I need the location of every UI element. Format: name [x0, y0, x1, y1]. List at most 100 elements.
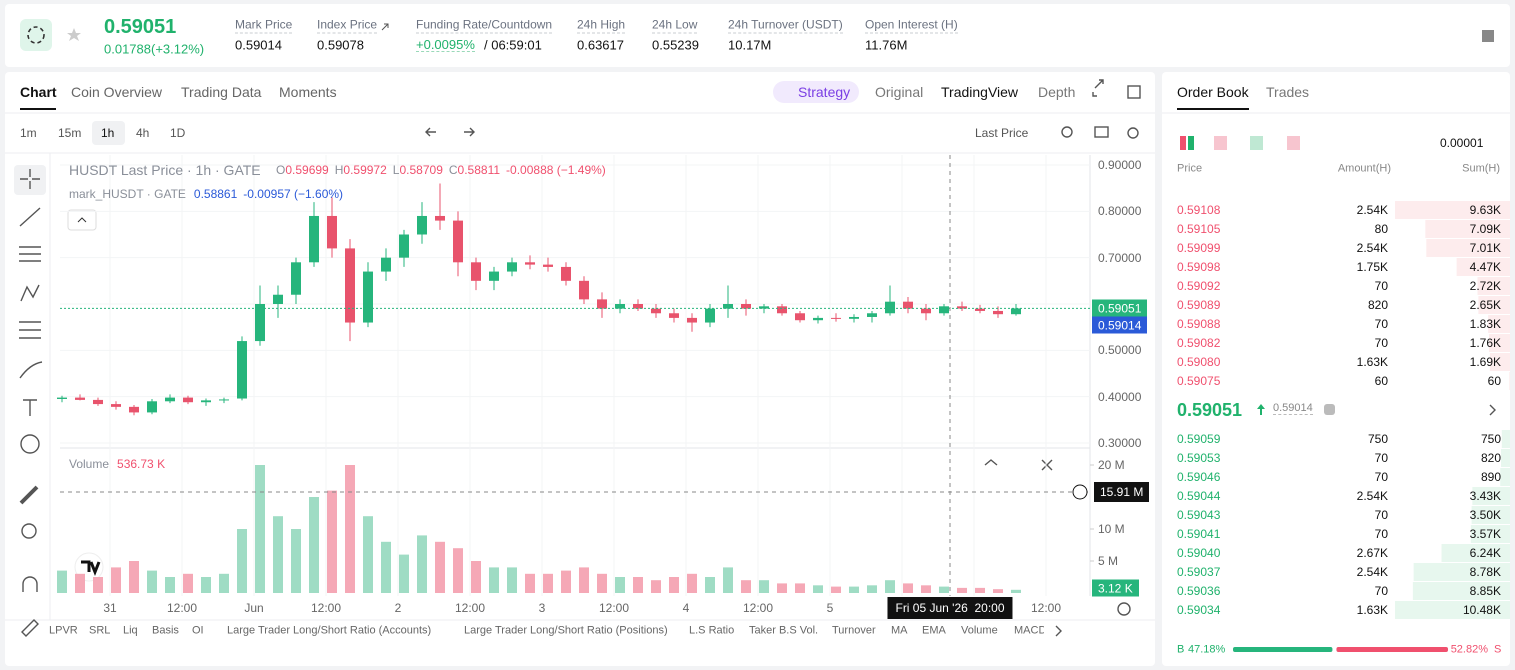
tab[interactable]: Coin Overview [71, 84, 163, 100]
view-tab[interactable]: TradingView [941, 84, 1019, 100]
candle-body [165, 397, 175, 402]
book-price[interactable]: 0.59108 [1177, 203, 1221, 217]
sell-ratio: 52.82% [1450, 643, 1488, 656]
book-price[interactable]: 0.59082 [1177, 336, 1221, 350]
pattern-tool[interactable] [20, 284, 40, 302]
indicator-button[interactable]: Turnover [832, 624, 876, 637]
indicator-button[interactable]: Large Trader Long/Short Ratio (Positions… [464, 624, 668, 637]
book-price[interactable]: 0.59040 [1177, 546, 1221, 560]
pane-buttons[interactable] [984, 459, 1053, 471]
favorite-star[interactable] [67, 28, 81, 41]
ohlc-value: 0.59699 [285, 163, 329, 177]
indicator-button[interactable]: EMA [922, 624, 946, 637]
view-icon[interactable] [1188, 136, 1194, 150]
candle-body [507, 262, 517, 272]
indicator-button[interactable]: L.S Ratio [689, 624, 735, 637]
lines-tool[interactable] [19, 246, 41, 262]
indicator-button[interactable]: SRL [89, 624, 111, 637]
search-icon[interactable] [1061, 126, 1073, 138]
candle-body [957, 306, 967, 309]
scroll-right[interactable] [1055, 625, 1062, 637]
indicator-button[interactable]: MACD [1014, 625, 1044, 637]
expand-icon[interactable] [1092, 79, 1104, 97]
book-price[interactable]: 0.59080 [1177, 355, 1221, 369]
indicator-button[interactable]: Liq [123, 624, 138, 637]
camera-icon[interactable] [1094, 126, 1109, 138]
collapse-button[interactable] [67, 209, 97, 231]
tab[interactable]: Chart [20, 84, 57, 100]
depth-bar [1489, 353, 1510, 371]
precision-select[interactable]: 0.00001 [1440, 136, 1484, 150]
volume-bar [885, 580, 895, 593]
indicator-button[interactable]: MA [891, 624, 908, 637]
book-price[interactable]: 0.59044 [1177, 489, 1221, 503]
text-tool[interactable] [23, 399, 37, 416]
indicator-button[interactable]: Taker B.S Vol. [749, 624, 819, 637]
book-tab[interactable]: Order Book [1177, 84, 1249, 100]
volume-bar [273, 516, 283, 593]
emoji-tool[interactable] [20, 434, 40, 454]
book-price[interactable]: 0.59105 [1177, 222, 1221, 236]
indicator-button[interactable]: LPVR [49, 624, 78, 637]
book-price[interactable]: 0.59088 [1177, 317, 1221, 331]
settings-icon[interactable] [1127, 127, 1139, 139]
book-price[interactable]: 0.59053 [1177, 451, 1221, 465]
depth-bar [1488, 334, 1510, 352]
book-icon[interactable] [1482, 30, 1494, 42]
redo-icon[interactable] [464, 127, 475, 137]
sell-key: S [1494, 643, 1502, 656]
book-price[interactable]: 0.59037 [1177, 565, 1221, 579]
view-tab[interactable]: Depth [1038, 84, 1076, 100]
crosshair-tool[interactable] [20, 169, 40, 189]
interval-button[interactable]: 15m [58, 126, 82, 140]
index-link-icon[interactable] [381, 23, 389, 31]
book-price[interactable]: 0.59099 [1177, 241, 1221, 255]
indicator-button[interactable]: OI [192, 624, 204, 637]
expand-arrow[interactable] [1489, 404, 1496, 416]
zoom-tool[interactable] [21, 523, 37, 539]
candle-body [777, 306, 787, 314]
brush-tool[interactable] [19, 361, 43, 379]
view-icon[interactable] [1250, 136, 1263, 150]
crosshair-add [1072, 484, 1088, 500]
view-icon[interactable] [1180, 136, 1186, 150]
line-tool[interactable] [19, 207, 41, 227]
fib-tool[interactable] [19, 321, 41, 339]
price-source-select[interactable]: Last Price [975, 126, 1029, 140]
book-price[interactable]: 0.59034 [1177, 603, 1221, 617]
indicator-button[interactable]: Large Trader Long/Short Ratio (Accounts) [227, 624, 432, 637]
volume-title: Volume [69, 457, 110, 471]
book-price[interactable]: 0.59098 [1177, 260, 1221, 274]
magnet-tool[interactable] [22, 576, 38, 592]
x-tick-label: 12:00 [742, 601, 774, 615]
interval-button[interactable]: 1h [101, 126, 115, 140]
interval-button[interactable]: 1D [170, 126, 186, 140]
settings-icon[interactable] [1117, 602, 1131, 616]
book-price[interactable]: 0.59043 [1177, 508, 1221, 522]
book-price[interactable]: 0.59036 [1177, 584, 1221, 598]
book-price[interactable]: 0.59059 [1177, 432, 1221, 446]
undo-icon[interactable] [425, 127, 436, 137]
indicator-button[interactable]: Basis [152, 624, 179, 637]
tab[interactable]: Moments [279, 84, 337, 100]
interval-button[interactable]: 1m [20, 126, 37, 140]
ruler-tool[interactable] [19, 485, 39, 505]
indicator-button[interactable]: Volume [961, 624, 998, 637]
tab[interactable]: Trading Data [181, 84, 262, 100]
window-icon[interactable] [1127, 85, 1141, 99]
view-tab[interactable]: Strategy [798, 84, 851, 100]
y-tick-label: 0.50000 [1098, 343, 1142, 358]
depth-bar [1441, 544, 1510, 562]
book-price[interactable]: 0.59041 [1177, 527, 1221, 541]
view-tab[interactable]: Original [875, 84, 924, 100]
book-tab[interactable]: Trades [1266, 84, 1310, 100]
book-price[interactable]: 0.59089 [1177, 298, 1221, 312]
interval-button[interactable]: 4h [136, 126, 150, 140]
view-icon[interactable] [1287, 136, 1300, 150]
edit-tool[interactable] [21, 619, 39, 637]
book-price[interactable]: 0.59046 [1177, 470, 1221, 484]
book-price[interactable]: 0.59075 [1177, 374, 1221, 388]
book-price[interactable]: 0.59092 [1177, 279, 1221, 293]
candle-body [111, 404, 121, 407]
view-icon[interactable] [1214, 136, 1227, 150]
